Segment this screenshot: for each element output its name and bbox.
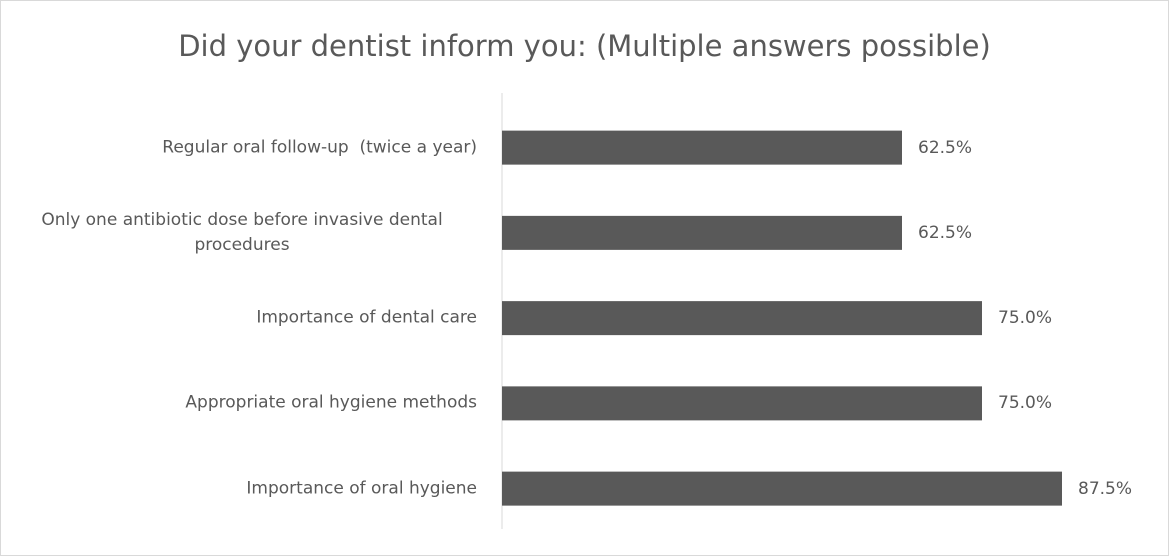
bar xyxy=(502,130,902,165)
category-text: Only one antibiotic dose before invasive… xyxy=(41,209,449,255)
category-text: Importance of oral hygiene xyxy=(246,478,477,499)
value-label: 87.5% xyxy=(1078,478,1133,499)
bar xyxy=(502,386,982,421)
chart-title: Did your dentist inform you: (Multiple a… xyxy=(178,29,991,63)
value-label: 75.0% xyxy=(998,393,1053,414)
value-label: 75.0% xyxy=(998,308,1053,329)
value-label: 62.5% xyxy=(918,222,973,243)
category-text: Importance of dental care xyxy=(256,307,477,328)
category-label: Importance of oral hygiene xyxy=(7,476,477,501)
category-label: Only one antibiotic dose before invasive… xyxy=(7,208,477,258)
category-text: Appropriate oral hygiene methods xyxy=(185,392,477,413)
category-label: Regular oral follow-up (twice a year) xyxy=(7,135,477,160)
category-label: Appropriate oral hygiene methods xyxy=(7,391,477,416)
bar xyxy=(502,471,1062,506)
bar xyxy=(502,215,902,250)
bar xyxy=(502,301,982,336)
category-label: Importance of dental care xyxy=(7,306,477,331)
value-label: 62.5% xyxy=(918,137,973,158)
category-text: Regular oral follow-up (twice a year) xyxy=(162,137,477,158)
